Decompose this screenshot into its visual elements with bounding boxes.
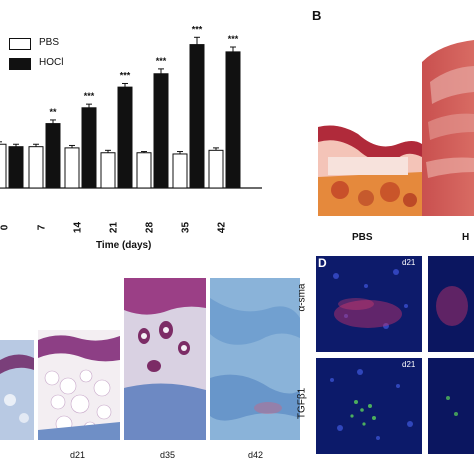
panel-d-row-label-tgfb1: TGFβ1 [296, 387, 308, 420]
panel-d-fluorescence-image-4 [428, 358, 474, 454]
bar-pbs [0, 143, 7, 189]
significance-marker: *** [228, 34, 239, 44]
panel-d-fluorescence-image-1 [316, 256, 422, 352]
panel-c-day-label-d21: d21 [70, 450, 86, 460]
panel-c-histology-image-1 [0, 340, 34, 440]
panel-c-day-label-d35: d35 [160, 450, 176, 460]
panel-c-histology-image-4 [210, 278, 300, 440]
panel-b-label-pbs: PBS [352, 232, 373, 243]
panel-d-letter: D [318, 256, 327, 270]
x-tick-label: 35 [180, 221, 192, 234]
panel-d-day-tag: d21 [402, 258, 416, 267]
panel-d-row-label-alpha-sma: α-sma [296, 283, 308, 312]
legend-label-pbs: PBS [39, 37, 60, 48]
bar-pbs [28, 146, 44, 189]
bar-chart: ***************** [0, 24, 262, 189]
bar-hocl [117, 86, 133, 189]
significance-marker: *** [120, 70, 131, 80]
panel-d-fluorescence-image-2 [428, 256, 474, 352]
legend-swatch-hocl [9, 58, 31, 70]
panel-b-histology-image [318, 22, 474, 216]
panel-c-histology-image-2 [38, 330, 120, 440]
bar-hocl [45, 123, 61, 189]
bar-hocl [225, 51, 241, 189]
panel-b-label-hocl: H [462, 232, 470, 243]
bar-hocl [81, 107, 97, 189]
x-tick-label: 0 [0, 224, 11, 231]
bar-pbs [172, 153, 188, 189]
significance-marker: *** [84, 91, 95, 101]
bar-pbs [136, 152, 152, 189]
significance-marker: ** [49, 107, 57, 117]
x-tick-label: 14 [72, 221, 84, 234]
bar-hocl [153, 73, 169, 189]
x-tick-label: 7 [36, 224, 48, 231]
panel-c-histology-image-3 [124, 278, 206, 440]
bar-pbs [100, 152, 116, 189]
panel-b-letter: B [312, 8, 322, 23]
panel-d-fluorescence-image-3 [316, 358, 422, 454]
bar-pbs [64, 147, 80, 189]
panel-d-day-tag: d21 [402, 360, 416, 369]
bar-hocl [8, 146, 24, 189]
legend-swatch-pbs [9, 38, 31, 50]
legend-label-hocl: HOCl [39, 57, 64, 68]
x-tick-label: 21 [108, 221, 120, 234]
panel-c-day-label-d42: d42 [248, 450, 264, 460]
x-tick-label: 42 [216, 221, 228, 234]
significance-marker: *** [156, 56, 167, 66]
x-tick-label: 28 [144, 221, 156, 234]
x-axis-title: Time (days) [96, 240, 152, 251]
bar-pbs [208, 149, 224, 189]
bar-hocl [189, 44, 205, 189]
significance-marker: *** [192, 24, 203, 34]
